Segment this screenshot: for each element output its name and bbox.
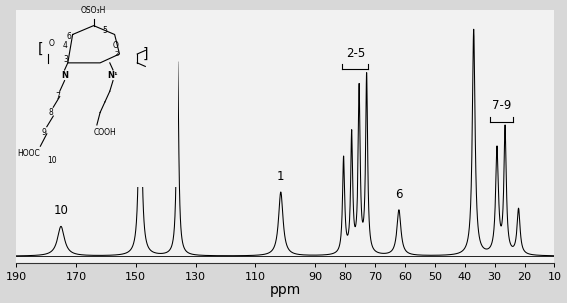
Text: 6: 6 <box>395 188 403 201</box>
Text: 2-5: 2-5 <box>346 47 365 60</box>
Text: 10: 10 <box>53 205 69 217</box>
X-axis label: ppm: ppm <box>270 283 301 298</box>
Text: 7-9: 7-9 <box>492 99 511 112</box>
Text: 1: 1 <box>277 170 285 183</box>
